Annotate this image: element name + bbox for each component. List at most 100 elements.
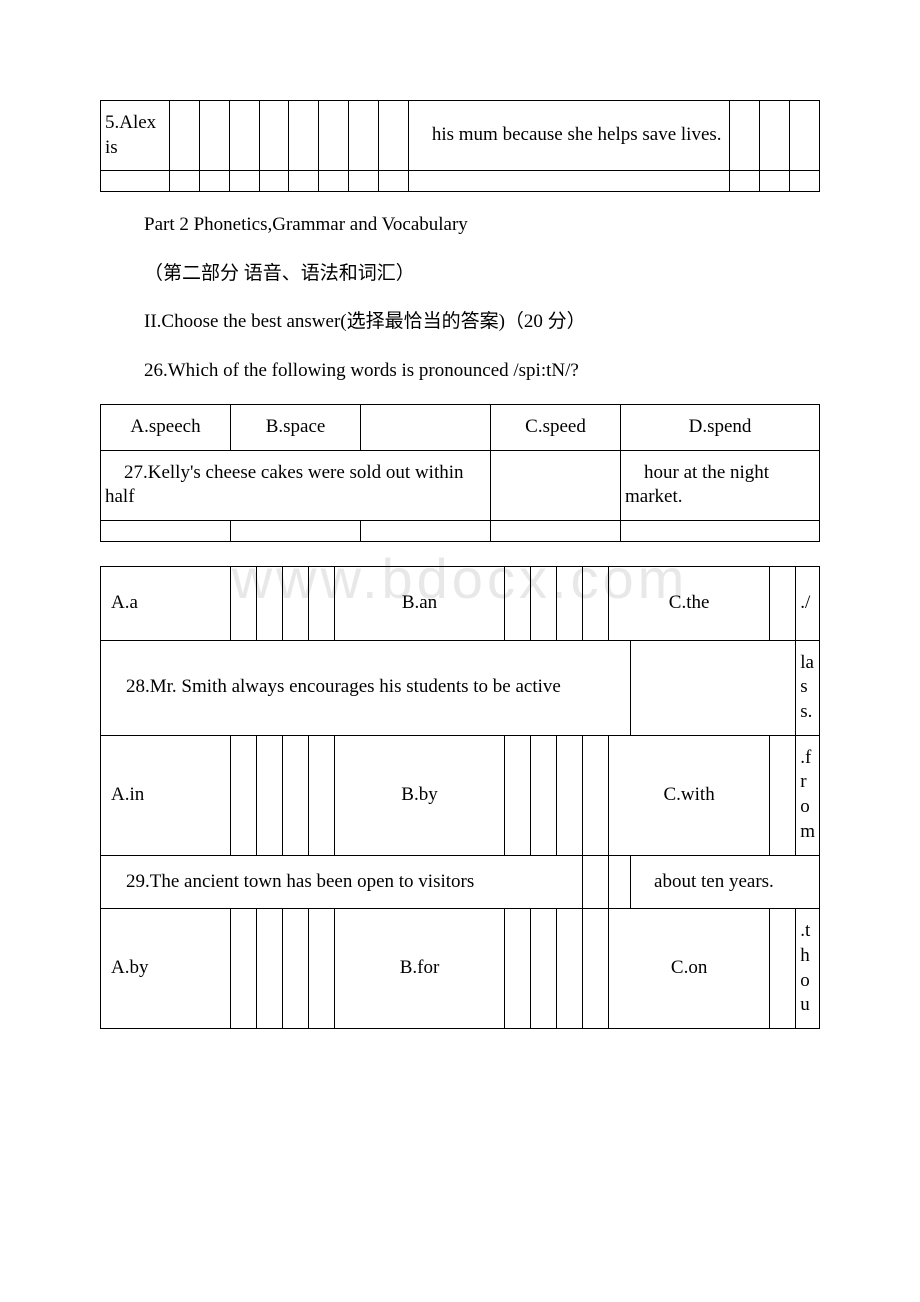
q27-right: hour at the night market. bbox=[621, 450, 820, 520]
empty-cell bbox=[531, 909, 557, 1029]
opt-a: A.by bbox=[101, 909, 231, 1029]
text: his mum because she helps save lives. bbox=[413, 124, 722, 145]
q29-right: about ten years. bbox=[631, 855, 820, 909]
empty-cell bbox=[283, 909, 309, 1029]
empty-cell bbox=[257, 909, 283, 1029]
empty-cell bbox=[361, 521, 491, 542]
empty-cell bbox=[229, 171, 259, 192]
opt-b: B.space bbox=[231, 404, 361, 450]
empty-cell bbox=[531, 567, 557, 641]
empty-cell bbox=[557, 909, 583, 1029]
empty-cell bbox=[790, 101, 820, 171]
empty-cell bbox=[583, 567, 609, 641]
empty-cell bbox=[505, 909, 531, 1029]
opt-a: A.in bbox=[101, 735, 231, 855]
empty-cell bbox=[491, 450, 621, 520]
text: A.by bbox=[111, 957, 148, 978]
table-1: 5.Alex is his mum because she helps save… bbox=[100, 100, 820, 192]
part2-subtitle: （第二部分 语音、语法和词汇） bbox=[144, 259, 820, 289]
empty-cell bbox=[408, 171, 730, 192]
empty-cell bbox=[531, 735, 557, 855]
empty-cell bbox=[319, 171, 349, 192]
empty-cell bbox=[283, 567, 309, 641]
empty-cell bbox=[349, 101, 379, 171]
text: 27.Kelly's cheese cakes were sold out wi… bbox=[105, 462, 468, 508]
empty-cell bbox=[361, 404, 491, 450]
cell-text: his mum because she helps save lives. bbox=[408, 101, 730, 171]
empty-cell bbox=[231, 521, 361, 542]
empty-cell bbox=[289, 171, 319, 192]
opt-a: A.speech bbox=[101, 404, 231, 450]
empty-cell bbox=[289, 101, 319, 171]
empty-cell bbox=[583, 855, 609, 909]
empty-cell bbox=[231, 735, 257, 855]
empty-cell bbox=[257, 567, 283, 641]
empty-cell bbox=[199, 101, 229, 171]
text: C.speed bbox=[525, 416, 586, 437]
empty-cell bbox=[379, 171, 409, 192]
empty-cell bbox=[259, 171, 289, 192]
text: lass. bbox=[800, 652, 814, 722]
empty-cell bbox=[229, 101, 259, 171]
cell-alex: 5.Alex is bbox=[101, 101, 170, 171]
q28-right: lass. bbox=[796, 640, 820, 735]
empty-cell bbox=[231, 909, 257, 1029]
text: A.in bbox=[111, 784, 144, 805]
opt-d: ./ bbox=[796, 567, 820, 641]
empty-cell bbox=[790, 171, 820, 192]
opt-c: C.the bbox=[609, 567, 770, 641]
q29: 29.The ancient town has been open to vis… bbox=[101, 855, 583, 909]
empty-cell bbox=[760, 101, 790, 171]
empty-cell bbox=[631, 640, 796, 735]
empty-cell bbox=[621, 521, 820, 542]
text: C.with bbox=[664, 784, 715, 805]
empty-cell bbox=[760, 171, 790, 192]
text: 28.Mr. Smith always encourages his stude… bbox=[107, 676, 561, 697]
empty-cell bbox=[505, 735, 531, 855]
opt-c: C.on bbox=[609, 909, 770, 1029]
empty-cell bbox=[730, 101, 760, 171]
empty-cell bbox=[770, 909, 796, 1029]
opt-c: C.with bbox=[609, 735, 770, 855]
opt-a: A.a bbox=[101, 567, 231, 641]
text: C.on bbox=[671, 957, 707, 978]
q27-left: 27.Kelly's cheese cakes were sold out wi… bbox=[101, 450, 491, 520]
empty-cell bbox=[309, 567, 335, 641]
empty-cell bbox=[101, 171, 170, 192]
empty-cell bbox=[730, 171, 760, 192]
text: hour at the night market. bbox=[625, 462, 774, 508]
empty-cell bbox=[257, 735, 283, 855]
text: about ten years. bbox=[635, 871, 774, 892]
q26-text: 26.Which of the following words is prono… bbox=[144, 356, 820, 386]
opt-d: .thou bbox=[796, 909, 820, 1029]
empty-cell bbox=[770, 567, 796, 641]
table-3: A.a B.an C.the ./ 28.Mr. Smith always en… bbox=[100, 566, 820, 1029]
text: B.an bbox=[402, 592, 437, 613]
part2-title: Part 2 Phonetics,Grammar and Vocabulary bbox=[144, 210, 820, 240]
empty-cell bbox=[557, 567, 583, 641]
opt-b: B.for bbox=[335, 909, 505, 1029]
empty-cell bbox=[170, 101, 200, 171]
empty-cell bbox=[309, 909, 335, 1029]
text: .thou bbox=[800, 920, 810, 1015]
empty-cell bbox=[583, 909, 609, 1029]
text: .from bbox=[800, 747, 815, 842]
empty-cell bbox=[609, 855, 631, 909]
opt-d: .from bbox=[796, 735, 820, 855]
empty-cell bbox=[770, 735, 796, 855]
empty-cell bbox=[349, 171, 379, 192]
text: 5.Alex is bbox=[105, 112, 156, 158]
empty-cell bbox=[505, 567, 531, 641]
empty-cell bbox=[491, 521, 621, 542]
text: ./ bbox=[800, 592, 810, 613]
part2-section: II.Choose the best answer(选择最恰当的答案)（20 分… bbox=[144, 307, 820, 337]
empty-cell bbox=[199, 171, 229, 192]
empty-cell bbox=[101, 521, 231, 542]
empty-cell bbox=[309, 735, 335, 855]
opt-c: C.speed bbox=[491, 404, 621, 450]
empty-cell bbox=[283, 735, 309, 855]
text: B.by bbox=[401, 784, 437, 805]
text: B.space bbox=[266, 416, 326, 437]
table-2: A.speech B.space C.speed D.spend 27.Kell… bbox=[100, 404, 820, 542]
empty-cell bbox=[319, 101, 349, 171]
